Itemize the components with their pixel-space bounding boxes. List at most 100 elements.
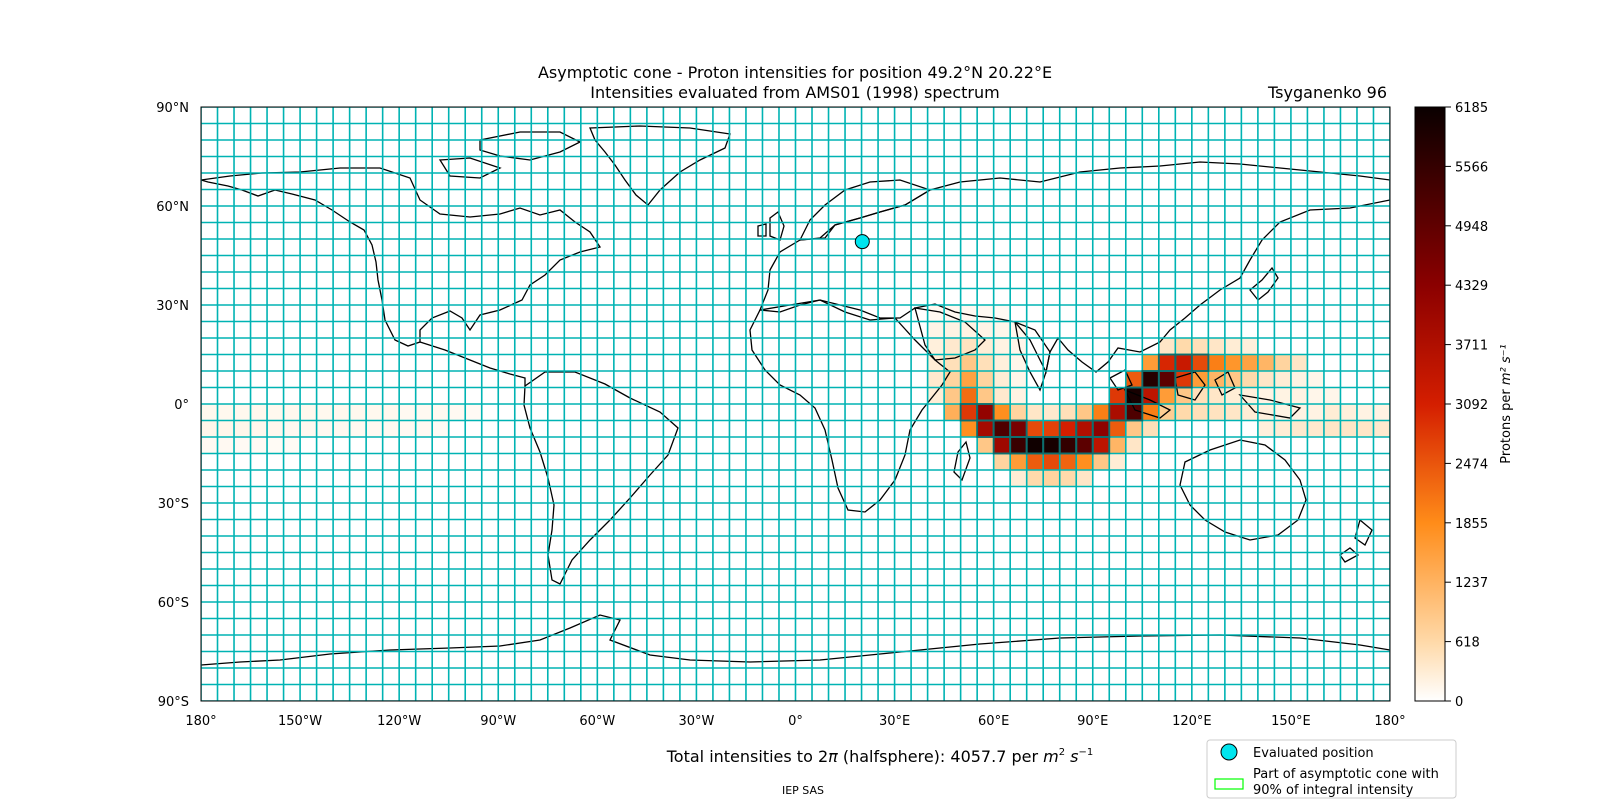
heatmap-cell [217,420,235,437]
heatmap-cell [1373,420,1390,437]
heatmap-cell [1373,404,1390,421]
colorbar-tick-label: 618 [1455,636,1480,651]
colorbar-tick-label: 6185 [1455,101,1488,116]
heatmap-cell [993,404,1011,421]
heatmap-cell [366,404,383,421]
heatmap-cell [267,404,284,421]
heatmap-cell [1059,404,1077,421]
heatmap-cell [234,420,251,437]
colorbar-tick-label: 1855 [1455,517,1488,532]
longitude-tick-label: 90°E [1077,714,1108,729]
heatmap-cell [283,404,301,421]
heatmap-cell [1059,420,1077,437]
heatmap-cell [960,420,978,437]
longitude-tick-label: 150°W [278,714,322,729]
total-intensity-unit-base2: s [1065,747,1078,766]
heatmap-cell [1290,420,1308,437]
heatmap-cell [960,371,978,388]
longitude-tick-label: 180° [185,714,216,729]
heatmap-cell [1010,470,1027,487]
heatmap-cell [1274,387,1291,404]
longitude-tick-label: 30°W [678,714,714,729]
latitude-tick-label: 30°N [156,299,189,314]
heatmap-cell [1026,453,1044,470]
figure-subtitle: Intensities evaluated from AMS01 (1998) … [590,83,999,102]
latitude-tick-label: 60°N [156,200,189,215]
heatmap-cell [1043,470,1060,487]
heatmap-cell [960,387,978,404]
coastline-madagascar [953,440,971,482]
total-intensity-unit-base1: m [1043,747,1059,766]
heatmap-cell [267,437,284,454]
heatmap-cell [977,387,994,404]
heatmap-cell [1307,420,1324,437]
heatmap-cell [977,338,994,355]
heatmap-cell [1010,420,1027,437]
heatmap-cell [316,420,334,437]
heatmap-cell [1076,453,1093,470]
heatmap-cell [465,404,482,421]
total-intensity-unit-exp1: 2 [1059,747,1065,758]
heatmap-cell [1010,387,1027,404]
credit-label: IEP SAS [782,784,824,797]
heatmap-cell [1208,354,1225,371]
heatmap-cell [1340,420,1357,437]
heatmap-cell [1257,420,1275,437]
heatmap-cell [1274,354,1291,371]
heatmap-cell [927,338,945,355]
heatmap-cell [944,338,961,355]
colorbar-tick-label: 4329 [1455,279,1488,294]
heatmap-cell [1010,437,1027,454]
total-intensity-prefix: Total intensities to 2 [666,747,828,766]
heatmap-cell [1257,354,1275,371]
cone-cell [1091,419,1111,438]
heatmap-cell [1010,338,1027,355]
heatmap-cell [217,404,235,421]
latitude-ticks: 90°N 60°N 30°N 0° 30°S 60°S 90°S [156,101,189,710]
total-intensity-text: Total intensities to 2π (halfsphere): 40… [666,747,1094,766]
heatmap-cell [1043,453,1060,470]
heatmap-cell [1274,371,1291,388]
heatmap-cell [1092,437,1110,454]
heatmap-cell [1142,404,1159,421]
colorbar-label-base: Protons per [1499,385,1514,464]
longitude-tick-label: 120°W [377,714,421,729]
heatmap-cell [993,321,1011,338]
heatmap-cell [1026,437,1044,454]
heatmap-cell [1158,371,1176,388]
heatmap-cell [1142,371,1159,388]
colorbar-tick-label: 1237 [1455,576,1488,591]
coastline-north-america [201,167,602,347]
heatmap-cell [1340,404,1357,421]
heatmap-cell [1142,387,1159,404]
heatmap-cell [1356,404,1374,421]
latitude-tick-label: 90°N [156,101,189,116]
figure-title: Asymptotic cone - Proton intensities for… [538,63,1052,82]
longitude-ticks: 180° 150°W 120°W 90°W 60°W 30°W 0° 30°E 60°E 90°E… [185,714,1405,729]
heatmap-cell [432,404,449,421]
heatmap-cell [1076,420,1093,437]
heatmap-cell [1010,404,1027,421]
heatmap-cell [1290,371,1308,388]
heatmap-cell [960,321,978,338]
heatmap-cell [1175,354,1192,371]
heatmap-cell [399,420,416,437]
heatmap-cell [1307,387,1324,404]
heatmap-cell [1224,338,1242,355]
heatmap-cell [267,420,284,437]
legend-cone-label-line2: 90% of integral intensity [1253,783,1414,798]
longitude-tick-label: 180° [1374,714,1405,729]
latitude-tick-label: 60°S [158,596,189,611]
heatmap-cell [1109,404,1126,421]
heatmap-cell [201,437,218,454]
longitude-tick-label: 60°W [579,714,615,729]
heatmap-cell [977,420,994,437]
total-intensity-mid: (halfsphere): 4057.7 per [838,747,1043,766]
heatmap-cell [1158,354,1176,371]
colorbar-label-unit: m² s⁻¹ [1499,344,1514,385]
heatmap-cell [993,387,1011,404]
heatmap-cell [415,420,433,437]
heatmap-cell [1092,404,1110,421]
heatmap-cell [1158,338,1176,355]
heatmap-cell [1043,437,1060,454]
